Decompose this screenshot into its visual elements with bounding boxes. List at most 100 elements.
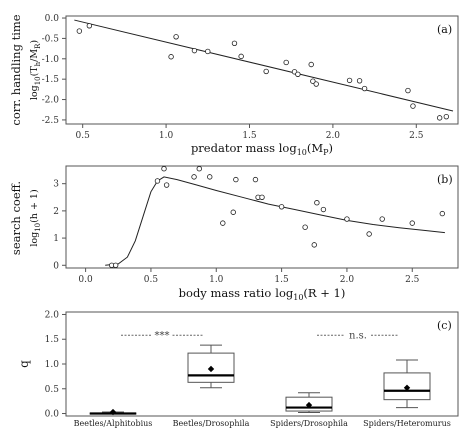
- panel-c-box-iqr: [187, 352, 235, 383]
- panel-b-point: [207, 174, 213, 180]
- panel-a-point: [263, 68, 269, 75]
- panel-a-point: [346, 77, 353, 84]
- panel-b-point: [439, 210, 446, 217]
- panel-b: (b) 0.0 0.5 1.0 1.5 2.0 2.5 0 1 2 3 search coeff…: [9, 165, 459, 302]
- panel-a-x-tick-label: 2.5: [409, 131, 424, 141]
- panel-b-point: [344, 216, 350, 222]
- panel-b-y-label-sub: log10(h + 1): [29, 189, 42, 246]
- panel-c-comparisons: *** n.s.: [121, 330, 399, 341]
- panel-c-category-label: Spiders/Heteromurus: [363, 419, 451, 428]
- panel-b-point: [409, 220, 415, 226]
- panel-b-point: [163, 182, 170, 188]
- panel-a-y-tick-label: 0.0: [45, 14, 60, 24]
- panel-c-mean-marker: [305, 401, 313, 409]
- panel-a-point: [295, 71, 301, 77]
- panel-c-comparison-label: n.s.: [349, 330, 367, 341]
- panel-a-y-tick-label: -2.5: [42, 116, 60, 126]
- panel-a-plot-frame: [65, 15, 459, 125]
- panel-b-x-tick-label: 2.0: [340, 275, 355, 285]
- panel-c-category-label: Spiders/Drosophila: [270, 419, 348, 428]
- panel-b-point: [220, 220, 226, 226]
- panel-a-point: [313, 81, 319, 87]
- panel-a-point: [191, 47, 198, 54]
- panel-a-y-tick-label: -0.5: [42, 34, 60, 44]
- panel-c-box-1: [89, 408, 137, 416]
- panel-c-boxes: [89, 344, 431, 416]
- panel-b-points: [109, 166, 446, 268]
- panel-c-y-tick-label: 0.5: [45, 385, 60, 395]
- panel-a-y-ticks: 0.0 -0.5 -1.0 -1.5 -2.0 -2.5: [42, 14, 66, 126]
- panel-b-point: [191, 174, 197, 180]
- panel-b-point: [252, 176, 259, 183]
- panel-b-point: [278, 204, 285, 210]
- panel-b-x-tick-label: 0.5: [144, 275, 159, 285]
- panel-b-x-tick-label: 1.5: [274, 275, 289, 285]
- panel-a-point: [436, 115, 443, 121]
- panel-a-point: [405, 87, 411, 94]
- panel-a-x-tick-label: 2.0: [326, 131, 341, 141]
- panel-b-point: [379, 216, 385, 222]
- panel-c-box-iqr: [285, 396, 333, 412]
- panel-c-box-3: [285, 392, 333, 414]
- panel-b-x-label: body mass ratio log10(R + 1): [179, 286, 346, 302]
- panel-b-y-tick-label: 2: [53, 207, 59, 217]
- panel-b-point: [154, 178, 161, 184]
- panel-b-point: [161, 166, 167, 172]
- panel-a-point: [231, 40, 238, 47]
- panel-a-y-label-main: corr. handling time: [9, 14, 23, 125]
- panel-b-x-tick-label: 1.0: [209, 275, 224, 285]
- panel-c-y-tick-label: 0.0: [45, 410, 60, 420]
- panel-c-mean-marker: [207, 365, 215, 373]
- panel-a: (a) 0.5 1.0 1.5 2.0 2.5 0.0 -0.5 -1.0 -1.5 -2.0 -…: [9, 14, 459, 157]
- panel-b-point: [314, 200, 320, 206]
- panel-b-y-tick-label: 3: [53, 180, 59, 190]
- panel-b-plot-frame: [65, 165, 459, 269]
- panel-a-point: [356, 78, 363, 84]
- panel-b-y-ticks: 0 1 2 3: [53, 180, 66, 271]
- panel-b-x-tick-label: 0.0: [78, 275, 93, 285]
- panel-b-fit-curve: [105, 176, 445, 266]
- panel-a-x-tick-label: 1.5: [242, 131, 257, 141]
- panel-c-mean-marker: [403, 384, 411, 391]
- panel-c-comparison-label: ***: [155, 330, 170, 341]
- panel-c-y-label: q: [17, 360, 31, 368]
- panel-a-point: [308, 61, 314, 68]
- panel-b-point: [233, 176, 239, 183]
- panel-c: (c) 0.0 0.5 1.0 1.5 2.0 *** n.s. Beetles/Alph…: [17, 310, 459, 428]
- panel-a-x-tick-label: 0.5: [76, 131, 91, 141]
- panel-b-point: [112, 262, 119, 268]
- panel-a-point: [173, 34, 179, 40]
- panel-b-point: [230, 209, 236, 215]
- panel-a-point: [443, 113, 450, 120]
- panel-a-point: [361, 85, 368, 92]
- panel-b-point: [320, 206, 327, 213]
- panel-a-points: [76, 23, 450, 121]
- panel-b-y-label: search coeff.: [9, 181, 23, 255]
- panel-a-y-label: corr. handling time: [9, 14, 23, 125]
- panel-a-point: [410, 103, 416, 109]
- panel-a-tag: (a): [437, 23, 452, 36]
- panel-a-y-tick-label: -1.5: [42, 75, 60, 85]
- panel-a-y-label-sub: log10(Th/MR): [29, 40, 42, 100]
- panel-b-point: [302, 224, 308, 230]
- panel-c-y-tick-label: 1.5: [45, 335, 60, 345]
- panel-a-point: [238, 53, 244, 60]
- panel-a-point: [283, 59, 289, 66]
- panel-a-point: [310, 78, 316, 84]
- panel-a-x-tick-label: 1.0: [159, 131, 174, 141]
- panel-b-y-tick-label: 1: [53, 234, 59, 244]
- panel-b-point: [259, 194, 265, 200]
- panel-b-tag: (b): [437, 173, 453, 186]
- panel-c-y-ticks: 0.0 0.5 1.0 1.5 2.0: [45, 310, 66, 420]
- panel-a-point: [86, 23, 93, 29]
- panel-b-x-ticks: 0.0 0.5 1.0 1.5 2.0 2.5: [78, 268, 420, 285]
- panel-a-x-label: predator mass log10(MP): [191, 141, 333, 157]
- panel-b-point: [366, 231, 372, 237]
- panel-a-point: [205, 48, 211, 55]
- panel-b-y-tick-label: 0: [53, 261, 59, 271]
- panel-a-y-tick-label: -2.0: [42, 96, 60, 106]
- panel-c-category-label: Beetles/Drosophila: [173, 419, 250, 428]
- panel-c-y-tick-label: 1.0: [45, 360, 60, 370]
- panel-c-category-labels: Beetles/Alphitobius Beetles/Drosophila Spi…: [74, 419, 451, 428]
- panel-c-box-iqr: [383, 372, 431, 401]
